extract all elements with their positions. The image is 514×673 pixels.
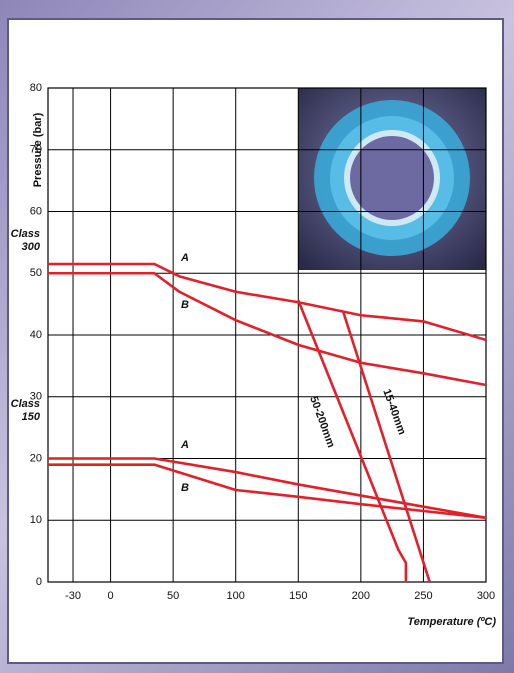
photo	[298, 88, 486, 270]
series-line	[48, 262, 487, 342]
y-tick-label: 50	[30, 267, 42, 279]
series-label: B	[181, 482, 189, 494]
series-line	[48, 463, 487, 520]
y-tick-label: 40	[30, 329, 42, 341]
y-tick-label: 20	[30, 452, 42, 464]
series-label: B	[181, 299, 189, 311]
y-axis-label: Pressure (bar)	[32, 112, 44, 187]
series-label: A	[180, 439, 189, 451]
series-label: 15-40mm	[380, 388, 408, 437]
x-tick-label: 0	[108, 590, 114, 602]
y-tick-label: 80	[30, 82, 42, 94]
series-line	[48, 271, 487, 387]
y-tick-label: 30	[30, 391, 42, 403]
x-tick-label: 50	[167, 590, 179, 602]
x-tick-label: -30	[65, 590, 81, 602]
x-tick-label: 200	[352, 590, 370, 602]
x-tick-label: 250	[414, 590, 432, 602]
annotation: Class 150	[10, 398, 40, 423]
annotation: Class 300	[10, 228, 40, 253]
series-line	[48, 457, 487, 520]
series-line	[297, 299, 408, 582]
x-tick-label: 100	[227, 590, 245, 602]
series-label: A	[180, 252, 189, 264]
y-tick-label: 10	[30, 514, 42, 526]
x-tick-label: 300	[477, 590, 495, 602]
y-tick-label: 0	[36, 576, 42, 588]
x-tick-label: 150	[289, 590, 307, 602]
y-tick-label: 70	[30, 144, 42, 156]
series-label: 50-200mm	[307, 395, 337, 450]
y-tick-label: 60	[30, 205, 42, 217]
x-axis-label: Temperature (ºC)	[407, 616, 496, 628]
series-line	[342, 311, 431, 583]
